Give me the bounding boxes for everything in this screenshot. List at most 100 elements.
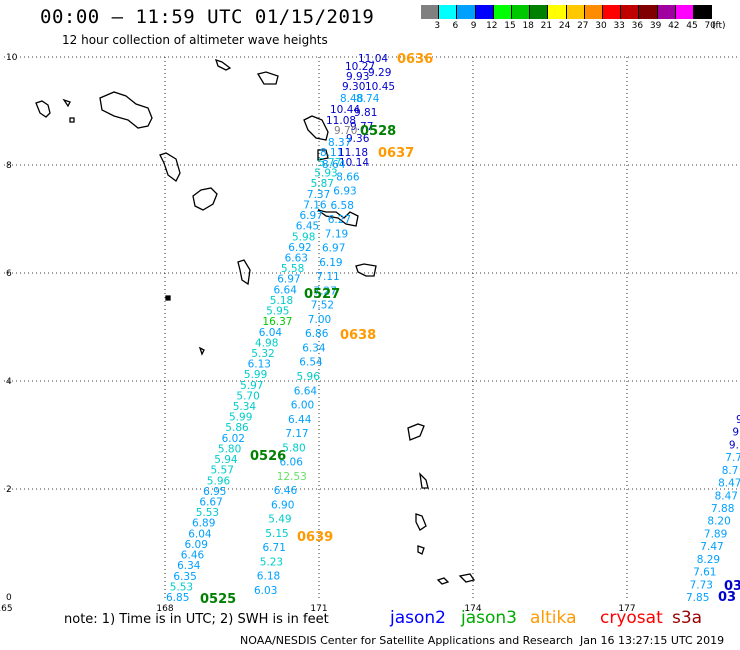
y-tick-label: 4 xyxy=(6,377,12,387)
wave-value-label: 6.09 xyxy=(185,539,208,551)
wave-value-label: 6.86 xyxy=(305,328,329,340)
credit-text: NOAA/NESDIS Center for Satellite Applica… xyxy=(240,634,574,647)
wave-value-label: 5.18 xyxy=(270,295,293,307)
scale-swatch xyxy=(566,5,585,19)
wave-value-label: 5.32 xyxy=(251,348,274,360)
wave-value-label: 6.58 xyxy=(331,200,354,212)
wave-value-label: 7.7 xyxy=(725,452,740,464)
wave-value-label: 5.99 xyxy=(229,412,252,424)
scale-swatch xyxy=(421,5,440,19)
island-outline xyxy=(415,513,427,531)
wave-value-label: 6.03 xyxy=(254,585,277,597)
pass-time-label: 0526 xyxy=(250,449,286,464)
wave-value-label: 8.7 xyxy=(722,465,739,477)
island-outlines xyxy=(35,58,476,585)
map-title: 00:00 – 11:59 UTC 01/15/2019 xyxy=(40,6,375,28)
wave-value-label: 5.23 xyxy=(260,557,283,569)
island-outline xyxy=(419,472,429,489)
wave-value-label: 7.17 xyxy=(285,428,308,440)
wave-value-label: 6.13 xyxy=(248,359,271,371)
wave-value-label: 7.52 xyxy=(311,300,334,312)
x-tick-label: 168 xyxy=(156,604,173,614)
scale-swatch xyxy=(439,5,458,19)
wave-value-label: 5.94 xyxy=(214,454,238,466)
wave-value-label: 10.14 xyxy=(339,157,369,169)
wave-value-label: 6.18 xyxy=(257,571,280,583)
wave-value-label: 5.86 xyxy=(225,422,249,434)
wave-value-label: 11.18 xyxy=(338,147,368,159)
wave-value-label: 7.00 xyxy=(308,314,331,326)
scale-swatch xyxy=(457,5,476,19)
island-outline xyxy=(99,91,153,129)
wave-value-label: 6.63 xyxy=(285,253,308,265)
island-outline xyxy=(458,573,476,583)
scale-swatch xyxy=(675,5,694,19)
wave-value-label: 8.48 xyxy=(340,93,363,105)
wave-value-label: 9.70 xyxy=(334,125,357,137)
wave-value-label: 8.47 xyxy=(715,490,738,502)
wave-value-label: 6.19 xyxy=(319,257,342,269)
wave-value-label: 5.95 xyxy=(266,306,289,318)
scale-label: 42 xyxy=(668,21,680,31)
wave-value-label: 5.34 xyxy=(233,401,257,413)
wave-value-label: 8.20 xyxy=(707,516,730,528)
wave-value-label: 8.66 xyxy=(336,171,360,183)
scale-label: 70 xyxy=(704,21,716,31)
wave-value-label: 6.34 xyxy=(302,343,326,355)
wave-value-label: 10.44 xyxy=(330,104,360,116)
scale-label: 3 xyxy=(434,21,441,31)
island-outline xyxy=(165,295,171,301)
scale-label: 18 xyxy=(522,21,534,31)
pass-time-label: 03 xyxy=(724,579,740,594)
island-outline xyxy=(198,346,205,356)
wave-value-label: 8.64 xyxy=(322,159,346,171)
wave-value-label: 7.27 xyxy=(314,285,337,297)
island-outline xyxy=(317,149,329,161)
wave-value-label: 5.98 xyxy=(292,231,315,243)
pass-time-label: 0638 xyxy=(340,328,376,343)
wave-value-label: 6.85 xyxy=(166,592,189,604)
scale-label: 36 xyxy=(631,21,644,31)
wave-value-label: 5.93 xyxy=(314,168,337,180)
wave-value-label: 5.96 xyxy=(207,475,231,487)
scale-swatch xyxy=(475,5,494,19)
wave-value-label: 7.16 xyxy=(303,199,327,211)
wave-value-label: 6.71 xyxy=(263,542,286,554)
island-outline xyxy=(407,423,425,441)
island-outline xyxy=(62,98,71,108)
y-tick-label: 8 xyxy=(6,161,12,171)
wave-value-label: 6.27 xyxy=(328,214,351,226)
wave-value-label: 7.47 xyxy=(700,541,723,553)
wave-value-label: 5.80 xyxy=(282,442,305,454)
wave-value-label: 10.45 xyxy=(365,81,395,93)
wave-value-label: 6.92 xyxy=(288,242,311,254)
pass-time-label: 0527 xyxy=(304,287,340,302)
island-outline xyxy=(192,187,218,211)
wave-value-label: 10.27 xyxy=(345,61,375,73)
wave-value-label: 8.74 xyxy=(356,93,380,105)
wave-value-label: 6.95 xyxy=(203,486,226,498)
scale-swatch xyxy=(548,5,567,19)
scale-swatch xyxy=(657,5,676,19)
wave-value-label: 6.06 xyxy=(280,457,304,469)
generation-timestamp: Jan 16 13:27:15 UTC 2019 xyxy=(580,634,725,647)
island-outline xyxy=(214,58,232,71)
wave-value-label: 9. xyxy=(729,439,739,451)
wave-value-label: 6.93 xyxy=(333,186,356,198)
y-tick-label: 10 xyxy=(6,53,18,63)
wave-value-label: 6.02 xyxy=(222,433,245,445)
island-outline xyxy=(35,100,51,118)
island-outline xyxy=(436,577,450,585)
y-tick-label: 0 xyxy=(6,593,12,603)
wave-value-label: 5.53 xyxy=(170,581,193,593)
wave-value-label: 5.80 xyxy=(218,444,241,456)
wave-value-label: 6.64 xyxy=(294,385,318,397)
satellite-legend-item: s3a xyxy=(672,608,703,628)
pass-time-label: 03 xyxy=(718,590,736,605)
wave-value-label: 6.35 xyxy=(173,571,196,583)
wave-value-label: 5.53 xyxy=(196,507,219,519)
satellite-legend-item: altika xyxy=(530,608,577,628)
pass-time-label: 0525 xyxy=(200,592,236,607)
map-grid: 165 168 171 174 177 0 2 4 6 8 10 xyxy=(0,53,740,614)
wave-value-label: 4.98 xyxy=(255,337,278,349)
